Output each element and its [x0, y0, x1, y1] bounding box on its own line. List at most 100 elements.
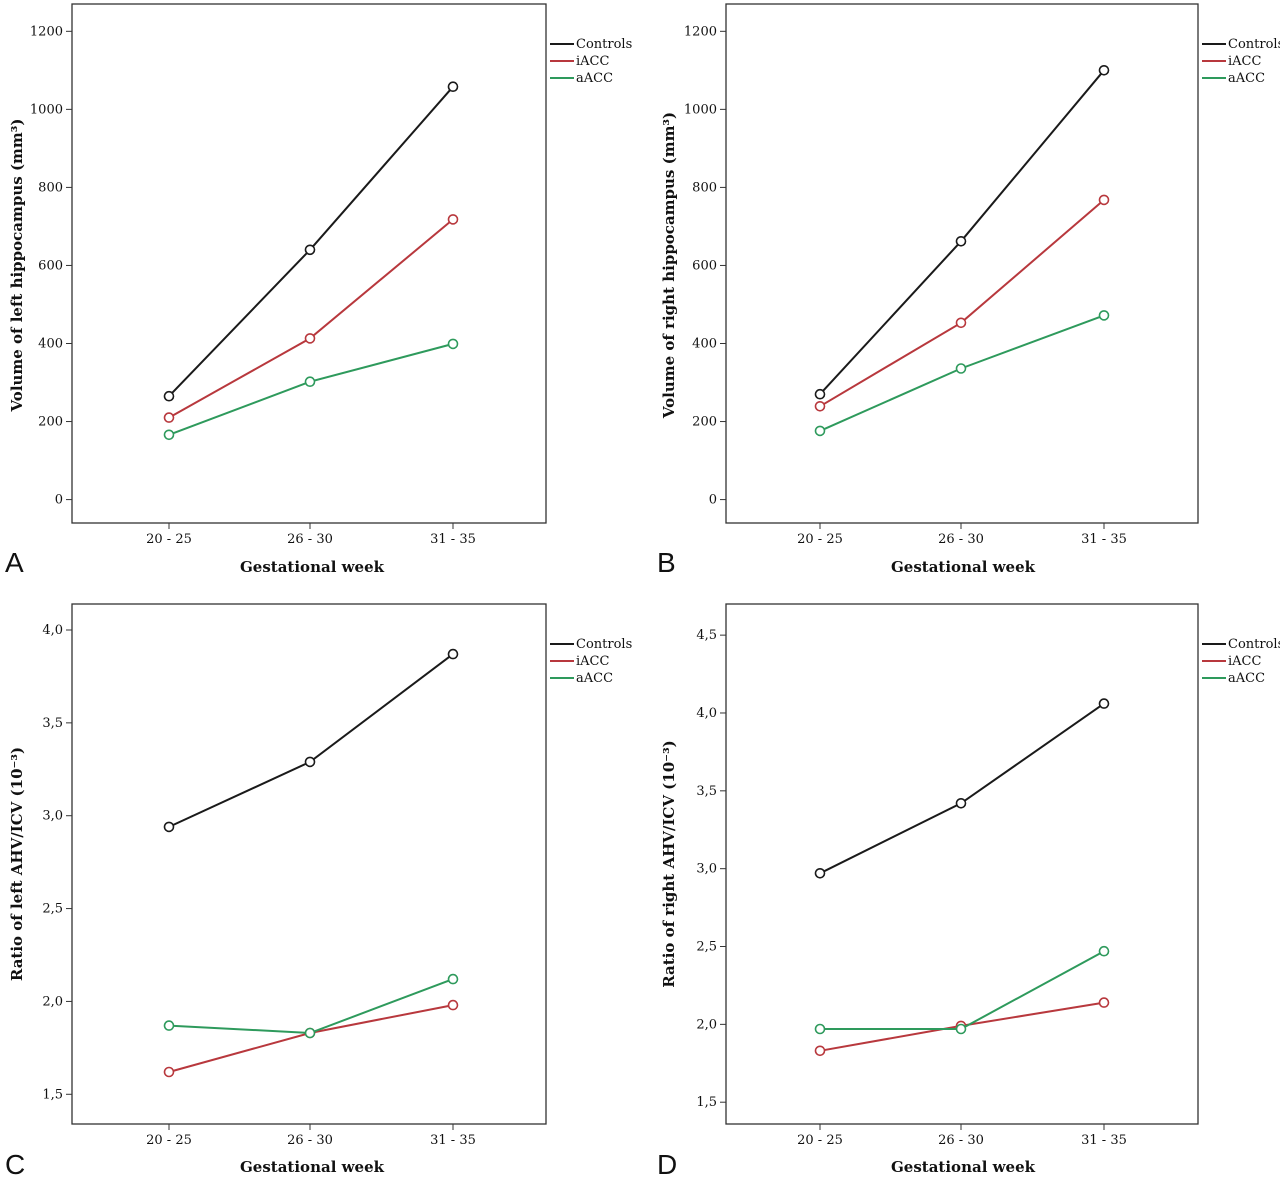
data-point	[1098, 194, 1110, 206]
legend-label: Controls	[576, 37, 632, 52]
series-iacc	[163, 214, 459, 423]
data-point	[814, 400, 826, 412]
series-line	[819, 69, 1105, 395]
legend-label: iACC	[1228, 654, 1261, 669]
chart-panel-c: 1,5 2,0 2,5 3,0 3,5 4,0 20 - 25 26 - 30 31 - 35 G…	[5, 603, 632, 1180]
data-point	[447, 999, 459, 1011]
chart-panel-b: 0 200 400 600 800 1000 1200 20 - 25 26 - 30 31 - …	[657, 3, 1280, 578]
y-tick-label: 800	[692, 180, 717, 195]
x-tick-label: 26 - 30	[287, 1133, 333, 1148]
data-point	[447, 214, 459, 225]
legend: Controls iACC aACC	[550, 637, 632, 686]
x-tick-label: 26 - 30	[287, 532, 333, 547]
data-point	[955, 1023, 967, 1035]
y-tick-label: 600	[38, 258, 63, 273]
y-tick-label: 200	[38, 415, 63, 430]
y-tick-label: 400	[38, 336, 63, 351]
legend: Controls iACC aACC	[550, 37, 632, 86]
legend-label: Controls	[576, 637, 632, 652]
legend: Controls iACC aACC	[1202, 37, 1280, 86]
x-axis-title: Gestational week	[891, 558, 1036, 576]
x-tick-label: 31 - 35	[430, 1133, 476, 1148]
y-tick-label: 4,0	[696, 706, 717, 721]
data-point	[304, 333, 316, 344]
y-tick-label: 2,0	[42, 994, 63, 1009]
series-line	[168, 342, 454, 436]
x-tick-label: 20 - 25	[146, 1133, 192, 1148]
y-axis-title: Ratio of left AHV/ICV (10⁻³)	[8, 747, 26, 981]
data-point	[304, 756, 316, 768]
data-point	[955, 236, 967, 247]
y-tick-label: 2,5	[42, 902, 63, 917]
series-iacc	[163, 999, 459, 1078]
data-point	[163, 1020, 175, 1031]
legend-label: iACC	[576, 54, 609, 69]
y-tick-label: 3,0	[42, 809, 63, 824]
y-tick-label: 4,5	[696, 628, 717, 643]
panel-letter: C	[5, 1149, 25, 1180]
y-tick-label: 3,5	[696, 784, 717, 799]
x-axis-title: Gestational week	[240, 558, 385, 576]
chart-panel-d: 1,5 2,0 2,5 3,0 3,5 4,0 4,5 20 - 25 26 - 30 31 - …	[657, 603, 1280, 1180]
series-aacc	[163, 973, 459, 1039]
data-point	[163, 390, 175, 402]
y-axis-title: Volume of right hippocampus (mm³)	[660, 112, 678, 419]
series-line	[168, 1004, 454, 1073]
y-tick-label: 1,5	[42, 1087, 63, 1102]
legend-label: Controls	[1228, 637, 1280, 652]
series-controls	[814, 65, 1110, 400]
legend-label: aACC	[1228, 671, 1265, 686]
legend-label: aACC	[1228, 71, 1265, 86]
plot-frame	[725, 3, 1199, 524]
y-tick-label: 3,0	[696, 862, 717, 877]
legend: Controls iACC aACC	[1202, 637, 1280, 686]
series-line	[820, 950, 1105, 1030]
y-tick-label: 1000	[30, 102, 63, 117]
series-line	[168, 978, 454, 1035]
y-tick-label: 1000	[684, 102, 717, 117]
series-line	[168, 653, 454, 828]
panel-letter: B	[657, 547, 676, 578]
legend-label: aACC	[576, 671, 613, 686]
y-axis-title: Ratio of right AHV/ICV (10⁻³)	[660, 740, 678, 988]
data-point	[447, 973, 459, 985]
x-tick-label: 20 - 25	[797, 532, 843, 547]
y-tick-label: 800	[38, 180, 63, 195]
series-line	[168, 86, 454, 397]
legend-label: Controls	[1228, 37, 1280, 52]
y-tick-label: 2,0	[696, 1017, 717, 1032]
data-point	[447, 81, 459, 92]
y-tick-label: 400	[692, 336, 717, 351]
data-point	[955, 363, 967, 374]
plot-frame	[725, 603, 1199, 1125]
series-aacc	[163, 338, 459, 441]
x-tick-label: 31 - 35	[1081, 1133, 1127, 1148]
y-tick-label: 200	[692, 415, 717, 430]
data-point	[304, 1027, 316, 1039]
legend-label: aACC	[576, 71, 613, 86]
data-point	[304, 244, 316, 256]
x-tick-label: 26 - 30	[938, 1133, 984, 1148]
data-point	[955, 797, 967, 809]
data-point	[814, 1023, 826, 1035]
y-tick-label: 3,5	[42, 716, 63, 731]
panel-letter: A	[5, 547, 24, 578]
y-tick-label: 2,5	[696, 940, 717, 955]
y-tick-label: 600	[692, 258, 717, 273]
y-tick-label: 0	[709, 493, 717, 508]
data-point	[163, 1066, 175, 1078]
legend-label: iACC	[576, 654, 609, 669]
chart-panel-a: 0 200 400 600 800 1000 1200 20 - 25 26 - 30 31 - …	[5, 3, 632, 578]
y-tick-label: 1200	[30, 24, 63, 39]
data-point	[163, 429, 175, 441]
data-point	[814, 388, 826, 400]
y-tick-label: 1200	[684, 24, 717, 39]
data-point	[447, 338, 459, 350]
panel-letter: D	[657, 1149, 677, 1180]
data-point	[814, 867, 826, 879]
series-controls	[814, 698, 1110, 879]
data-point	[1098, 997, 1110, 1008]
plot-frame	[71, 603, 547, 1125]
y-axis-title: Volume of left hippocampus (mm³)	[8, 119, 26, 413]
